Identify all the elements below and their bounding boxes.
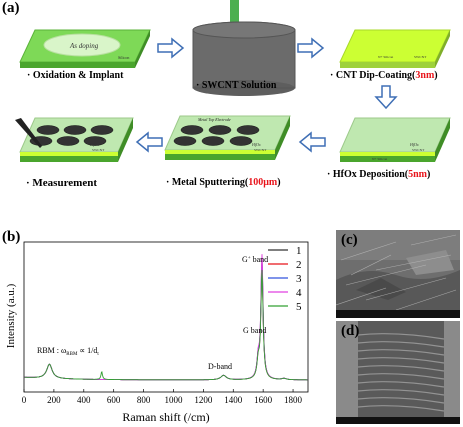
step5-caption: · Metal Sputtering(100μm) xyxy=(166,177,281,188)
x-tick-label: 1600 xyxy=(254,395,273,405)
step3-caption: · CNT Dip-Coating(3nm) xyxy=(330,70,438,81)
step4-swcnt-label: SWCNT xyxy=(412,148,425,152)
series-line-5 xyxy=(24,269,308,381)
step5-tile: Metal Top Electrode HfOx SWCNT xyxy=(164,115,291,160)
step4-caption: · HfOx Deposition(5nm) xyxy=(327,169,431,180)
step6-tile: HfOx SWCNT xyxy=(15,117,134,162)
step4-tile: HfOx SWCNT N+ Silicon xyxy=(339,117,451,162)
step5-hfox-label: HfOx xyxy=(251,142,261,147)
arrow-1-2 xyxy=(157,37,185,59)
legend-label-2: 2 xyxy=(296,259,302,271)
arrow-4-5 xyxy=(298,131,326,153)
step6-hfox-label: HfOx xyxy=(89,142,99,147)
step6-electrodes xyxy=(29,125,114,146)
step6-swcnt-label: SWCNT xyxy=(92,148,105,152)
step5-electrodes xyxy=(173,125,260,146)
panel-a-label: (a) xyxy=(2,0,20,16)
step6-caption: · Measurement xyxy=(26,177,97,189)
step3-swcnt-label: SWCNT xyxy=(414,55,427,59)
step5-swcnt-label: SWCNT xyxy=(254,148,267,152)
x-tick-label: 1200 xyxy=(194,395,213,405)
step1-caption: · Oxidation & Implant xyxy=(27,70,124,81)
x-tick-label: 1800 xyxy=(284,395,303,405)
legend-label-1: 1 xyxy=(296,245,302,257)
step2-caption: · SWCNT Solution xyxy=(196,80,277,91)
legend-label-5: 5 xyxy=(296,301,302,313)
probe-tip xyxy=(15,118,42,148)
y-axis-label: Intensity (a.u.) xyxy=(5,283,17,348)
panel-c-label: (c) xyxy=(341,232,358,248)
annot-g-band: G band xyxy=(243,326,266,335)
step3-tile: N+ Silicon SWCNT xyxy=(339,29,451,68)
sem-image-d: (d) xyxy=(336,321,460,424)
x-tick-group: 0 200 400 600 800 1000 1200 1400 1600 1800 xyxy=(22,389,303,405)
raman-series-group xyxy=(24,254,308,381)
x-tick-label: 200 xyxy=(47,395,61,405)
step1-tile: As doping Silicon xyxy=(19,29,151,68)
arrow-5-6 xyxy=(135,131,163,153)
x-tick-label: 0 xyxy=(22,395,27,405)
step4-hfox-label: HfOx xyxy=(409,142,419,147)
x-tick-label: 600 xyxy=(107,395,121,405)
legend: 1 2 3 4 5 xyxy=(268,245,302,313)
step5-electrode-label: Metal Top Electrode xyxy=(197,117,231,122)
plot-frame xyxy=(23,241,309,393)
legend-label-3: 3 xyxy=(296,273,302,285)
x-tick-label: 400 xyxy=(77,395,91,405)
annot-g-plus-band: G+ band xyxy=(242,255,268,264)
silicon-label: Silicon xyxy=(118,55,129,60)
panel-a-schematic: As doping Silicon N+ Silicon SWCNT HfOx … xyxy=(15,0,451,162)
sem-image-c: (c) xyxy=(336,230,460,318)
step4-n-silicon-label: N+ Silicon xyxy=(372,157,388,161)
raman-chart: 0 200 400 600 800 1000 1200 1400 1600 1800 Intens… xyxy=(5,241,309,424)
step3-n-silicon-label: N+ Silicon xyxy=(378,55,394,59)
x-tick-label: 1000 xyxy=(164,395,183,405)
x-tick-label: 1400 xyxy=(224,395,243,405)
arrow-2-3 xyxy=(297,37,325,59)
beaker xyxy=(192,0,296,96)
panel-b-label: (b) xyxy=(2,229,21,245)
x-tick-label: 800 xyxy=(137,395,151,405)
legend-label-4: 4 xyxy=(296,287,302,299)
x-axis-label: Raman shift (/cm) xyxy=(122,410,209,424)
arrow-3-4 xyxy=(374,85,398,110)
as-doping-label: As doping xyxy=(69,42,99,50)
annot-rbm: RBM : ωRBM ∝ 1/dt xyxy=(37,346,99,357)
annot-d-band: D-band xyxy=(208,362,232,371)
panel-d-label: (d) xyxy=(341,323,360,339)
